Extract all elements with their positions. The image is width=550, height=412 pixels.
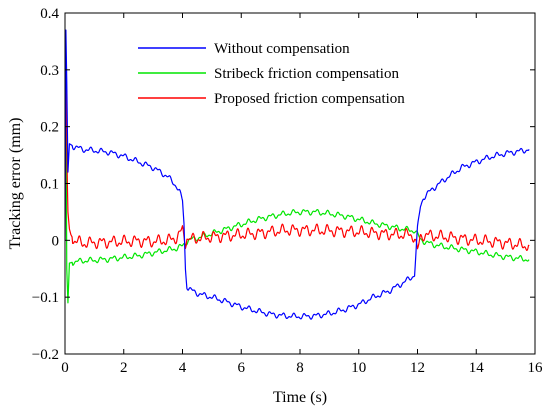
y-tick-label: 0 (52, 233, 60, 249)
series-line-1 (65, 74, 530, 304)
series-layer (65, 29, 530, 320)
x-tick-label: 16 (528, 360, 544, 376)
x-tick-label: 8 (296, 360, 304, 376)
series-line-0 (65, 29, 530, 320)
plot-area (65, 29, 530, 320)
y-tick-label: 0.3 (40, 63, 59, 79)
x-axis-label: Time (s) (273, 389, 327, 406)
y-tick-label: −0.2 (32, 347, 59, 363)
x-tick-label: 2 (120, 360, 128, 376)
legend-label-1: Stribeck friction compensation (214, 66, 399, 82)
x-tick-label: 4 (179, 360, 187, 376)
x-tick-label: 6 (238, 360, 246, 376)
y-tick-label: −0.1 (32, 290, 59, 306)
y-axis-label: Tracking error (mm) (7, 118, 24, 250)
legend-label-0: Without compensation (214, 41, 350, 57)
x-tick-label: 0 (61, 360, 69, 376)
y-tick-label: 0.4 (40, 6, 59, 22)
legend: Without compensation Stribeck friction co… (138, 41, 405, 107)
legend-label-2: Proposed friction compensation (214, 91, 405, 107)
x-tick-label: 14 (469, 360, 485, 376)
ticks-layer: 0 2 4 6 8 10 12 14 16 −0.2 −0.1 0 0.1 0.2 0.3 0.4 (32, 6, 543, 376)
x-tick-label: 12 (410, 360, 425, 376)
y-tick-label: 0.1 (40, 177, 59, 193)
y-tick-label: 0.2 (40, 120, 59, 136)
series-line-2 (65, 69, 530, 252)
x-tick-label: 10 (351, 360, 366, 376)
